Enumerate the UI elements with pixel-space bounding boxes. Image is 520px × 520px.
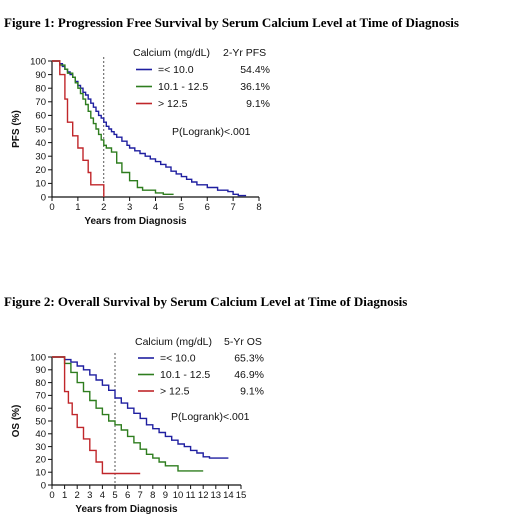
legend-value-series-3: 9.1% [246,98,270,110]
y-tick-label: 30 [35,152,46,163]
y-tick-label: 40 [35,429,46,440]
y-tick-label: 100 [30,352,46,363]
y-tick-label: 0 [41,192,46,203]
y-tick-label: 20 [35,165,46,176]
y-tick-label: 80 [35,84,46,95]
x-tick-label: 3 [127,202,132,213]
figure-1-chart: 0 10 20 30 40 50 60 70 80 90 100 0 1 2 3 4 5 6 7 8 Years fro… [11,47,270,227]
y-tick-label: 0 [41,480,46,491]
y-tick-label: 10 [35,179,46,190]
legend-value-series-3: 9.1% [240,386,264,398]
legend-label-series-3: > 12.5 [158,98,188,110]
x-tick-label: 4 [100,490,105,501]
x-tick-label: 3 [87,490,92,501]
x-tick-label: 1 [62,490,67,501]
x-axis-label: Years from Diagnosis [84,216,187,227]
x-tick-label: 1 [75,202,80,213]
x-tick-label: 7 [138,490,143,501]
y-tick-label: 100 [30,56,46,67]
legend-value-series-1: 65.3% [234,353,264,365]
legend-value-header: 5-Yr OS [224,336,262,348]
x-tick-label: 5 [112,490,117,501]
y-tick-label: 70 [35,97,46,108]
figure-1-title: Figure 1: Progression Free Survival by S… [4,15,459,30]
y-tick-label: 50 [35,416,46,427]
x-tick-label: 4 [153,202,158,213]
y-tick-label: 60 [35,404,46,415]
x-tick-label: 12 [198,490,209,501]
x-tick-label: 8 [256,202,261,213]
x-tick-label: 6 [125,490,130,501]
legend-value-header: 2-Yr PFS [223,47,266,59]
x-tick-label: 15 [236,490,247,501]
y-tick-label: 10 [35,468,46,479]
x-tick-label: 10 [173,490,184,501]
y-tick-label: 90 [35,70,46,81]
x-axis-label: Years from Diagnosis [75,504,178,515]
legend-label-series-1: =< 10.0 [160,353,196,365]
survival-curve-series-2 [52,356,204,472]
x-tick-label: 5 [179,202,184,213]
y-axis-label: OS (%) [11,405,22,438]
legend-label-series-2: 10.1 - 12.5 [158,81,208,93]
x-tick-label: 0 [49,490,54,501]
legend-value-series-1: 54.4% [240,64,270,76]
x-tick-label: 9 [163,490,168,501]
x-tick-label: 11 [186,490,196,501]
y-tick-label: 60 [35,111,46,122]
survival-curve-series-3 [52,60,105,197]
x-tick-label: 6 [205,202,210,213]
survival-curve-series-3 [52,356,141,475]
figure-2-title: Figure 2: Overall Survival by Serum Calc… [4,294,408,309]
legend-value-series-2: 46.9% [234,369,264,381]
y-tick-label: 90 [35,365,46,376]
x-tick-label: 13 [211,490,222,501]
x-tick-label: 8 [150,490,155,501]
y-tick-label: 70 [35,391,46,402]
survival-curve-series-1 [52,356,229,459]
y-tick-label: 40 [35,138,46,149]
x-tick-label: 14 [223,490,234,501]
legend-header: Calcium (mg/dL) [133,47,210,59]
y-tick-label: 80 [35,378,46,389]
legend-header: Calcium (mg/dL) [135,336,212,348]
survival-curve-series-1 [52,60,247,197]
y-axis-label: PFS (%) [11,110,22,148]
logrank-annotation: P(Logrank)<.001 [171,411,250,423]
x-tick-label: 0 [49,202,54,213]
legend-label-series-1: =< 10.0 [158,64,194,76]
y-tick-label: 20 [35,455,46,466]
legend-label-series-2: 10.1 - 12.5 [160,369,210,381]
x-tick-label: 2 [75,490,80,501]
logrank-annotation: P(Logrank)<.001 [172,126,251,138]
legend-value-series-2: 36.1% [240,81,270,93]
y-tick-label: 30 [35,442,46,453]
legend-label-series-3: > 12.5 [160,386,190,398]
y-tick-label: 50 [35,124,46,135]
survival-curve-series-2 [52,60,174,195]
x-tick-label: 7 [230,202,235,213]
x-tick-label: 2 [101,202,106,213]
